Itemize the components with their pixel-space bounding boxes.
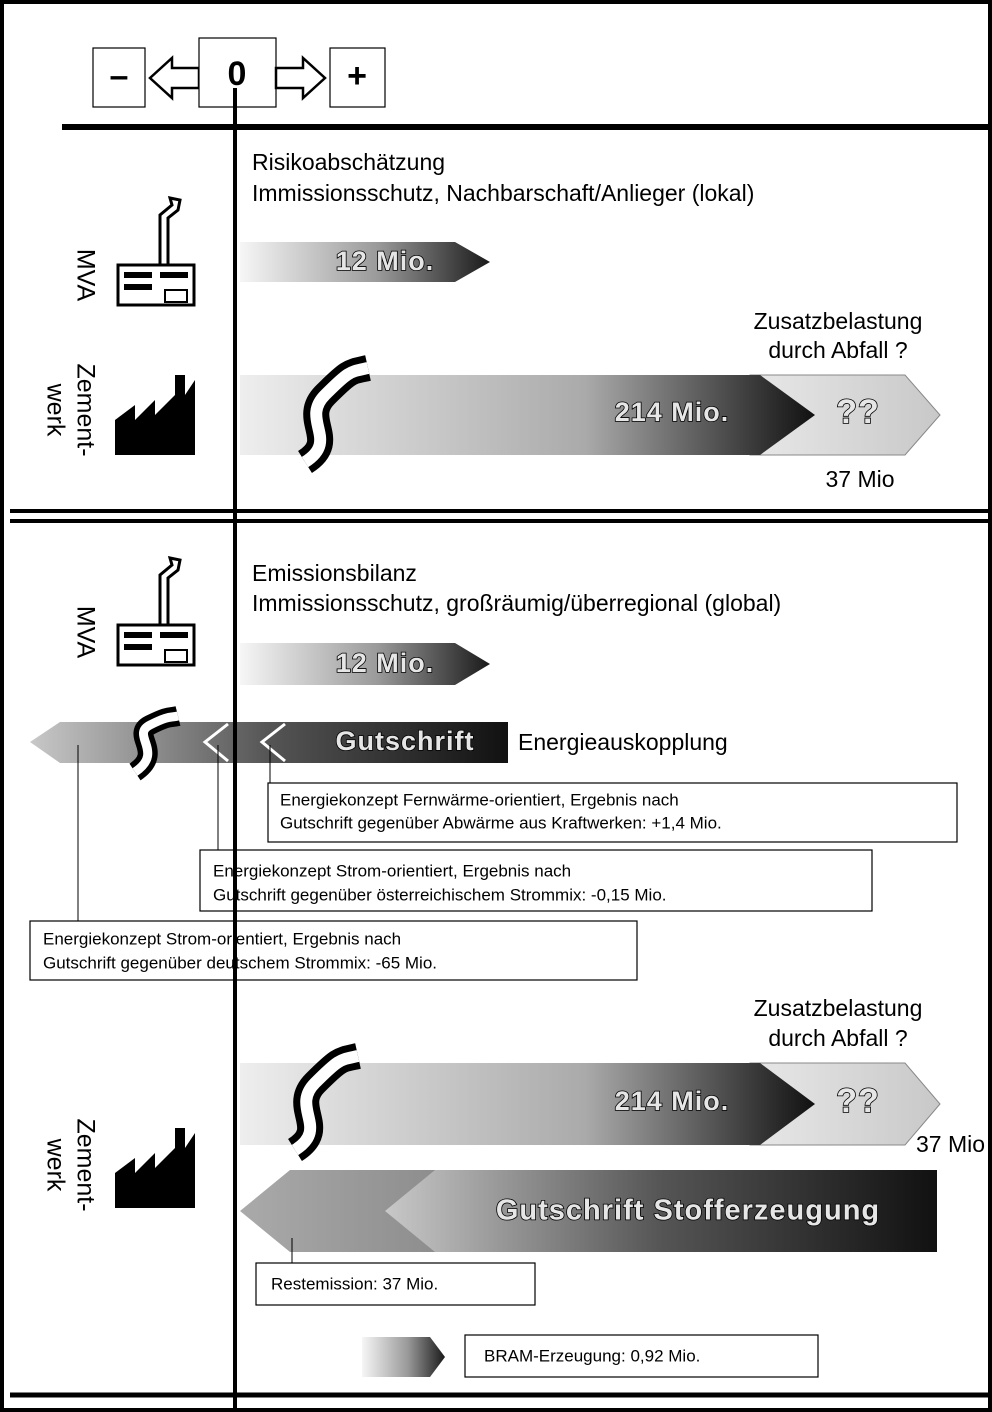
unknown: ?? <box>836 393 880 431</box>
section-subtitle: Immissionsschutz, großräumig/überregiona… <box>252 590 781 616</box>
section-subtitle: Immissionsschutz, Nachbarschaft/Anlieger… <box>252 180 754 206</box>
cement-label: werk <box>41 383 69 437</box>
left-arrow <box>148 55 201 101</box>
mva-icon <box>116 196 196 307</box>
legend-arrow <box>362 1337 445 1377</box>
cement-label: Zement- <box>71 363 99 456</box>
mva-icon <box>116 556 196 667</box>
note: durch Abfall ? <box>768 337 907 363</box>
note-line: Energiekonzept Strom-orientiert, Ergebni… <box>213 861 571 880</box>
cement-arrow <box>240 1063 815 1145</box>
note-box <box>29 920 638 981</box>
zero-box <box>198 37 277 108</box>
cement-icon <box>115 375 195 455</box>
chevron <box>259 722 286 763</box>
extra-value: 37 Mio <box>916 1131 985 1157</box>
note-box <box>255 1262 536 1306</box>
note-line: Energiekonzept Strom-orientiert, Ergebni… <box>43 929 401 948</box>
chevron <box>202 722 229 763</box>
mva-value: 12 Mio. <box>336 648 435 678</box>
cement-value: 214 Mio. <box>615 397 730 427</box>
note-box <box>199 849 873 912</box>
note: Zusatzbelastung <box>754 995 923 1021</box>
section-title: Risikoabschätzung <box>252 149 445 175</box>
break <box>301 362 370 468</box>
mva-value: 12 Mio. <box>336 246 435 276</box>
break <box>132 711 180 776</box>
credit-label: Gutschrift <box>335 726 474 756</box>
cement-arrow <box>240 375 815 455</box>
plus-box <box>329 47 386 108</box>
legend-box <box>464 1334 819 1378</box>
section-title: Emissionsbilanz <box>252 560 417 586</box>
unknown: ?? <box>836 1082 880 1120</box>
note-line: Gutschrift gegenüber österreichischem St… <box>213 885 667 904</box>
mva-label: MVA <box>71 606 99 659</box>
mva-arrow <box>240 242 490 282</box>
rest-label: Restemission: 37 Mio. <box>271 1274 438 1293</box>
break <box>291 1050 360 1156</box>
right-arrow <box>274 55 327 101</box>
extra-value: 37 Mio <box>825 466 894 492</box>
minus: – <box>110 57 129 95</box>
note: durch Abfall ? <box>768 1025 907 1051</box>
material-credit-inner <box>385 1170 937 1252</box>
mva-label: MVA <box>71 249 99 302</box>
mva-arrow <box>240 643 490 685</box>
note: Zusatzbelastung <box>754 308 923 334</box>
note-box <box>267 782 958 843</box>
cement-value: 214 Mio. <box>615 1086 730 1116</box>
note-line: Gutschrift gegenüber deutschem Strommix:… <box>43 953 437 972</box>
note-line: Gutschrift gegenüber Abwärme aus Kraftwe… <box>280 813 722 832</box>
credit-caption: Energieauskopplung <box>518 729 728 755</box>
plus: + <box>347 57 367 95</box>
cement-label: werk <box>41 1138 69 1192</box>
note-line: Energiekonzept Fernwärme-orientiert, Erg… <box>280 790 679 809</box>
material-credit-label: Gutschrift Stofferzeugung <box>496 1195 880 1227</box>
zero: 0 <box>228 55 247 93</box>
cement-label: Zement- <box>71 1118 99 1211</box>
minus-box <box>92 47 146 108</box>
legend-label: BRAM-Erzeugung: 0,92 Mio. <box>484 1346 700 1365</box>
cement-icon <box>115 1128 195 1208</box>
